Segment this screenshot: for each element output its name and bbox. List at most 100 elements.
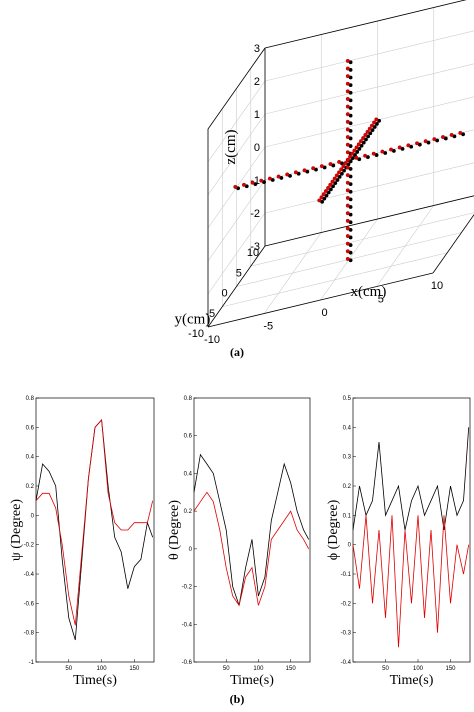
y-tick-label: -1 <box>29 660 35 666</box>
red-data-point <box>334 173 339 178</box>
y-axis-label: θ (Degree) <box>167 500 182 560</box>
red-data-point <box>345 211 350 216</box>
panel-b-phi-plot: -0.4 -0.3 -0.2 -0.1 0 0.1 0.2 0.3 0.4 0.5 50 100 150… <box>326 396 471 688</box>
axes-box-edge <box>207 47 266 130</box>
y-tick-label: -5 <box>205 308 215 320</box>
axes-box-edge <box>207 245 266 328</box>
red-data-point <box>345 119 350 124</box>
z-axis-label: z(cm) <box>223 130 239 165</box>
red-data-point <box>359 139 363 144</box>
red-data-point <box>345 142 350 147</box>
y-tick-label: -0.4 <box>182 622 193 628</box>
red-series-line <box>35 419 154 626</box>
axes-box-edge <box>432 214 474 274</box>
x-axis-label: Time(s) <box>390 673 434 688</box>
panel-b-caption: (b) <box>230 692 245 706</box>
panel-a-caption: (a) <box>230 345 244 359</box>
red-data-point <box>350 151 355 156</box>
red-data-point <box>374 117 379 122</box>
plot-frame <box>193 397 311 663</box>
red-data-point <box>380 149 385 154</box>
red-data-point <box>345 104 350 109</box>
plot-frame <box>352 397 471 663</box>
red-data-point <box>328 182 333 187</box>
red-data-point <box>250 180 255 185</box>
side-wall-grid-line <box>207 179 266 262</box>
x-axis-label: Time(s) <box>73 673 117 688</box>
y-tick-label: -0.4 <box>341 660 352 666</box>
y-tick-label: 0 <box>31 513 35 519</box>
red-data-point <box>345 58 350 63</box>
y-tick-label: -0.1 <box>341 572 352 578</box>
red-data-point <box>345 157 350 162</box>
red-data-point <box>369 123 374 128</box>
axes-box-edge <box>207 272 434 328</box>
x-tick-label: -5 <box>263 321 273 333</box>
red-data-point <box>337 160 342 164</box>
y-tick-label: 0 <box>189 547 193 553</box>
plot-frame <box>35 397 155 663</box>
red-data-point <box>345 127 350 132</box>
y-tick-label: 10 <box>247 247 259 259</box>
red-data-point <box>345 218 350 223</box>
red-data-point <box>345 74 350 79</box>
x-tick-label: 50 <box>65 666 72 672</box>
red-data-point <box>352 148 357 153</box>
y-tick-label: 0.4 <box>184 471 193 477</box>
red-data-point <box>319 195 324 200</box>
black-series-line <box>35 419 154 641</box>
red-data-point <box>345 66 350 71</box>
y-tick-label: 0.2 <box>26 484 35 490</box>
red-data-point <box>259 178 264 183</box>
red-data-point <box>345 97 350 101</box>
red-data-point <box>332 176 337 181</box>
red-series-line <box>352 515 470 648</box>
z-tick-label: 3 <box>254 43 260 55</box>
y-tick-label: 0.8 <box>26 396 35 402</box>
y-tick-label: -0.4 <box>24 572 35 578</box>
y-tick-label: 0.3 <box>343 455 352 461</box>
red-data-point <box>354 155 359 160</box>
x-tick-label: 50 <box>223 666 230 672</box>
red-data-point <box>337 170 341 175</box>
red-data-point <box>356 142 361 147</box>
y-axis-label: ψ (Degree) <box>9 499 24 561</box>
side-wall-grid-line <box>207 113 266 196</box>
red-data-point <box>432 137 437 142</box>
red-data-point <box>371 151 376 156</box>
y-tick-label: 0 <box>348 543 352 549</box>
panel-a-3d-plot: -10-50510-10-50510-3-2-10123x(cm)y(cm)z(… <box>175 0 474 346</box>
red-data-point <box>345 203 350 208</box>
panel-b-psi-plot: -1 -0.8 -0.6 -0.4 -0.2 0 0.2 0.4 0.6 0.8 50 100 150 T… <box>9 396 155 688</box>
y-axis-label: y(cm) <box>175 312 211 328</box>
red-data-point <box>345 135 350 140</box>
y-tick-label: 0.6 <box>184 434 193 440</box>
black-series-line <box>352 427 470 531</box>
axes-box-edge <box>264 195 474 247</box>
red-data-point <box>345 81 350 86</box>
red-data-point <box>441 135 445 140</box>
red-series-line <box>193 491 310 607</box>
y-axis-label: ϕ (Degree) <box>326 499 341 560</box>
red-data-point <box>367 126 372 131</box>
red-data-point <box>276 174 281 179</box>
red-data-point <box>285 172 290 177</box>
red-data-point <box>345 226 350 231</box>
y-tick-label: 5 <box>236 267 242 279</box>
red-data-point <box>423 139 428 144</box>
red-data-point <box>341 164 346 169</box>
red-data-point <box>317 198 322 203</box>
x-tick-label: 150 <box>286 666 297 672</box>
x-tick-label: 150 <box>129 666 140 672</box>
red-data-point <box>345 150 350 155</box>
red-data-point <box>339 167 344 172</box>
red-data-point <box>326 185 331 190</box>
x-tick-label: 100 <box>413 666 424 672</box>
red-data-point <box>363 133 368 137</box>
x-tick-label: 150 <box>445 666 456 672</box>
y-tick-label: 0.1 <box>343 513 352 519</box>
side-wall-grid-line <box>207 212 266 295</box>
z-tick-label: 2 <box>254 76 260 88</box>
red-data-point <box>345 256 350 261</box>
